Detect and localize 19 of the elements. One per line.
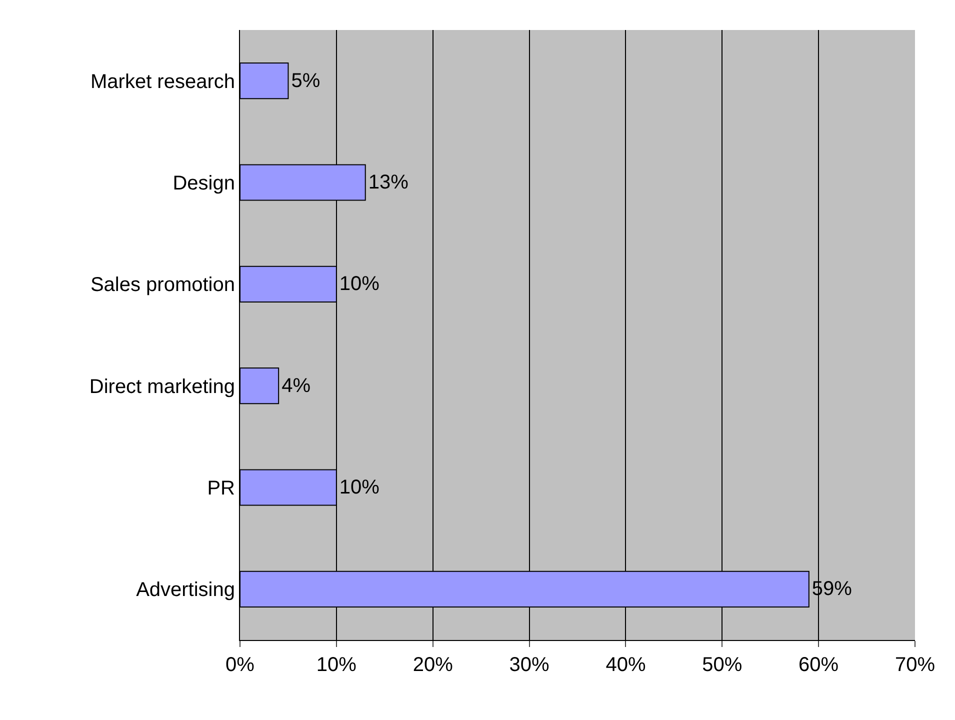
x-tick-label: 50% — [702, 654, 742, 676]
y-tick-label: Design — [172, 172, 235, 194]
x-tick-label: 70% — [894, 654, 936, 676]
data-label: 4% — [282, 374, 311, 397]
x-tick-label: 20% — [412, 654, 454, 676]
x-tick-label: 30% — [509, 654, 550, 676]
data-label: 13% — [368, 172, 409, 194]
y-tick-label: Market research — [90, 70, 235, 93]
y-tick-label: PR — [207, 478, 235, 500]
data-label: 10% — [339, 476, 380, 498]
y-tick-label: Advertising — [136, 579, 235, 602]
x-tick-label: 60% — [798, 654, 839, 676]
x-tick-label: 0% — [226, 654, 255, 676]
y-tick-label: Sales promotion — [90, 274, 235, 296]
x-tick-label: 40% — [606, 654, 646, 676]
y-tick-label: Direct marketing — [89, 376, 235, 398]
data-label: 10% — [339, 273, 380, 296]
data-label: 5% — [291, 70, 320, 92]
x-tick-label: 10% — [316, 654, 357, 676]
